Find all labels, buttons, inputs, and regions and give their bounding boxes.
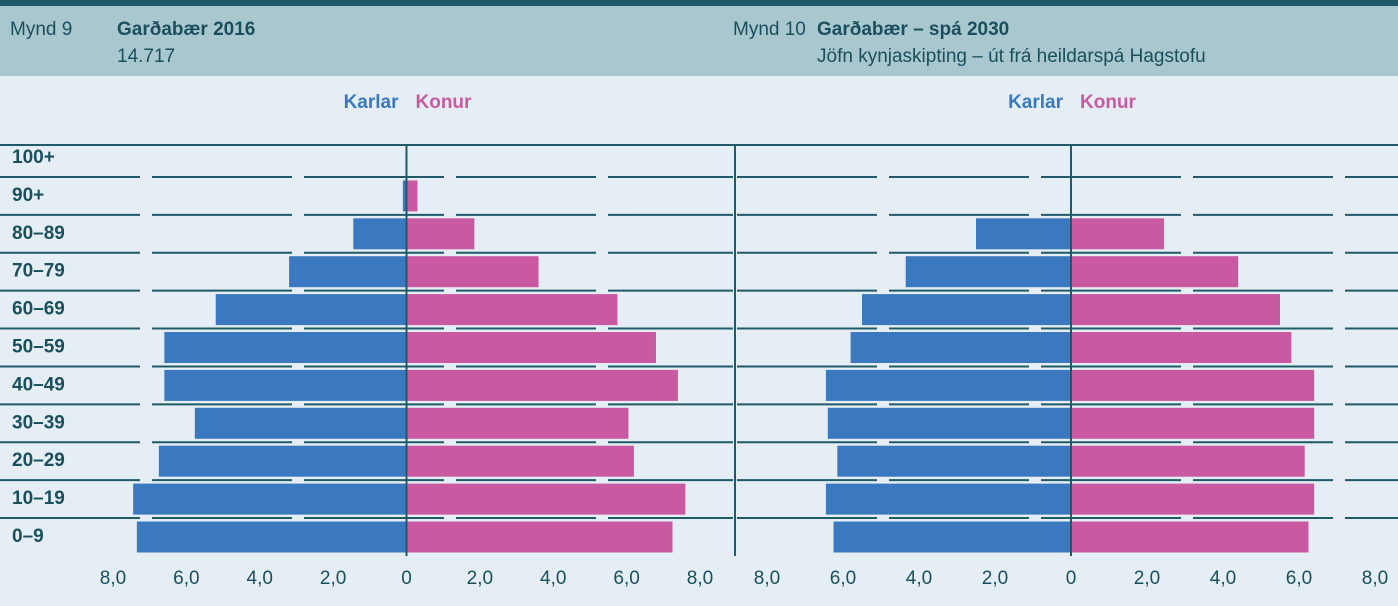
bar	[837, 445, 1071, 477]
x-tick-label: 8,0	[754, 568, 780, 589]
x-tick-label: 6,0	[173, 568, 199, 589]
x-tick-label: 6,0	[830, 568, 856, 589]
bar	[133, 483, 407, 515]
x-tick-label: 8,0	[1362, 568, 1388, 589]
figure-label: Mynd 9	[10, 19, 72, 40]
bar	[164, 369, 407, 401]
bar	[194, 407, 407, 439]
bar	[1071, 294, 1280, 326]
bar	[406, 407, 629, 439]
header-band	[0, 0, 1398, 76]
age-label: 90+	[12, 185, 44, 206]
bar	[1071, 218, 1165, 250]
legend-entry: Konur	[1080, 92, 1137, 113]
bar	[862, 294, 1071, 326]
age-label: 40–49	[12, 374, 65, 395]
bar	[406, 445, 634, 477]
age-label: 30–39	[12, 412, 65, 433]
bar	[158, 445, 407, 477]
bar	[1071, 483, 1315, 515]
x-tick-label: 2,0	[982, 568, 1008, 589]
x-tick-label: 2,0	[1134, 568, 1160, 589]
x-tick-label: 4,0	[906, 568, 932, 589]
age-label: 70–79	[12, 261, 65, 282]
age-label: 10–19	[12, 488, 65, 509]
age-label: 60–69	[12, 299, 65, 320]
chart-title: Garðabær – spá 2030	[817, 19, 1009, 40]
bar	[1071, 445, 1305, 477]
age-label: 100+	[12, 147, 55, 168]
bar	[1071, 256, 1239, 288]
x-tick-label: 8,0	[687, 568, 713, 589]
age-label: 80–89	[12, 223, 65, 244]
x-tick-label: 2,0	[320, 568, 346, 589]
bar	[136, 521, 407, 553]
bar	[833, 521, 1071, 553]
bar	[406, 294, 618, 326]
legend-entry: Karlar	[1008, 92, 1064, 113]
bar	[850, 332, 1071, 363]
bar	[1071, 332, 1292, 363]
bar	[825, 369, 1071, 401]
x-tick-label: 4,0	[247, 568, 273, 589]
bar	[406, 369, 678, 401]
age-label: 50–59	[12, 337, 65, 358]
legend-entry: Konur	[416, 92, 473, 113]
bar	[827, 407, 1071, 439]
bar	[1071, 369, 1315, 401]
bar	[905, 256, 1071, 288]
x-tick-label: 0	[1066, 568, 1077, 589]
bar	[353, 218, 407, 250]
age-label: 0–9	[12, 526, 44, 547]
bar	[1071, 407, 1315, 439]
x-tick-label: 2,0	[467, 568, 493, 589]
header-top-bar	[0, 0, 1398, 6]
x-tick-label: 4,0	[1210, 568, 1236, 589]
bar	[406, 180, 418, 212]
bar	[402, 180, 407, 212]
bar	[164, 332, 407, 363]
chart-title: Garðabær 2016	[117, 19, 255, 40]
bar	[215, 294, 407, 326]
bar	[406, 483, 686, 515]
x-tick-label: 4,0	[540, 568, 566, 589]
age-label: 20–29	[12, 450, 65, 471]
legend-entry: Karlar	[344, 92, 400, 113]
bar	[1071, 521, 1309, 553]
bar	[825, 483, 1071, 515]
x-tick-label: 0	[401, 568, 412, 589]
bar	[406, 332, 656, 363]
bar	[406, 218, 475, 250]
bar	[406, 256, 539, 288]
x-tick-label: 6,0	[1286, 568, 1312, 589]
chart-subtitle: Jöfn kynjaskipting – út frá heildarspá H…	[817, 46, 1206, 67]
figure-label: Mynd 10	[733, 19, 806, 40]
chart-subtitle: 14.717	[117, 46, 175, 67]
bar	[976, 218, 1071, 250]
bar	[406, 521, 673, 553]
x-tick-label: 6,0	[613, 568, 639, 589]
bar	[289, 256, 407, 288]
x-tick-label: 8,0	[100, 568, 126, 589]
